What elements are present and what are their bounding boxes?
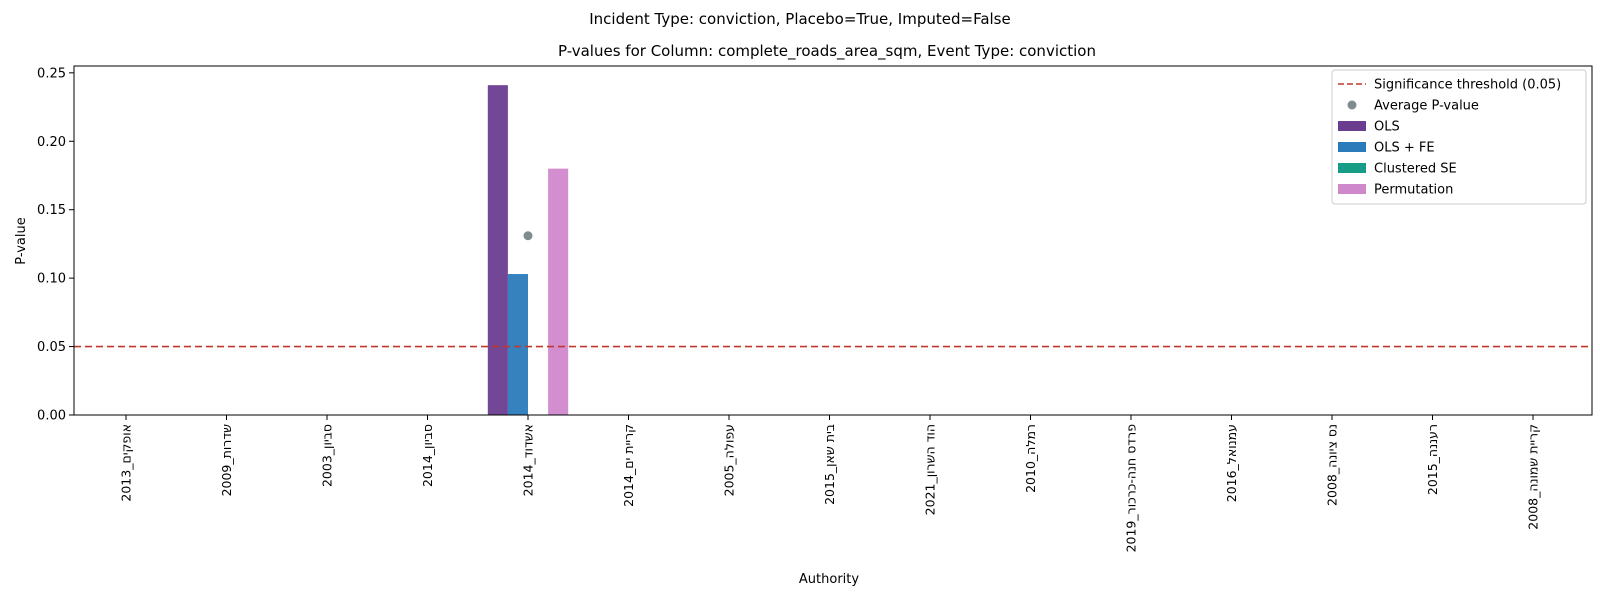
legend-label-clustered-se: Clustered SE (1374, 162, 1457, 177)
chart-title: P-values for Column: complete_roads_area… (558, 42, 1096, 61)
legend-swatch-ols (1338, 121, 1366, 131)
x-tick-label-6: עפולה_2005 (722, 424, 737, 496)
legend-swatch-permutation (1338, 184, 1366, 194)
legend-label-ols: OLS (1374, 120, 1400, 135)
y-axis: 0.00 0.05 0.10 0.15 0.20 0.25 (37, 66, 74, 424)
x-tick-label-2: סביון_2003 (320, 424, 335, 487)
x-tick-label-3: סביון_2014 (420, 424, 435, 487)
legend-label-significance-threshold-0-05: Significance threshold (0.05) (1374, 78, 1561, 93)
legend-swatch-clustered-se (1338, 163, 1366, 173)
x-axis: אופקים_2013 שדרות_2009 סביון_2003 סביון_201… (119, 415, 1541, 552)
bar-permutation-4 (548, 168, 569, 415)
x-tick-label-14: קריית שמונה_2008 (1526, 424, 1541, 530)
x-tick-label-12: נס ציונה_2008 (1325, 424, 1340, 506)
bar-ols-4 (487, 85, 508, 416)
y-tick-label-0: 0.00 (37, 409, 66, 424)
legend: Significance threshold (0.05) Average P-v… (1331, 69, 1587, 205)
legend-label-average-p-value: Average P-value (1374, 99, 1479, 114)
legend-label-ols-fe: OLS + FE (1374, 141, 1435, 156)
y-tick-label-1: 0.05 (37, 340, 66, 355)
plot-frame (73, 65, 1593, 416)
x-tick-label-10: פרדס חנה-כרכור_2019 (1124, 424, 1139, 553)
x-tick-label-0: אופקים_2013 (119, 424, 134, 502)
y-tick-label-4: 0.20 (37, 135, 66, 150)
legend-swatch-ols-fe (1338, 142, 1366, 152)
x-tick-label-13: רעננה_2015 (1425, 424, 1440, 495)
x-tick-label-11: עמנואל_2016 (1224, 424, 1239, 502)
figure-suptitle: Incident Type: conviction, Placebo=True,… (589, 10, 1010, 28)
x-axis-label: Authority (799, 572, 859, 587)
x-tick-label-5: קריית ים_2014 (621, 424, 636, 507)
x-tick-label-8: הוד השרון_2021 (923, 424, 938, 515)
y-axis-label: P-value (14, 217, 29, 264)
y-tick-label-2: 0.10 (37, 272, 66, 287)
legend-label-permutation: Permutation (1374, 183, 1453, 198)
average-point-4 (523, 231, 533, 241)
x-tick-label-4: אשדוד_2014 (521, 424, 536, 496)
y-tick-label-3: 0.15 (37, 203, 66, 218)
legend-swatch-average-p-value (1347, 100, 1357, 110)
bar-ols-fe-4 (507, 274, 528, 415)
x-tick-label-7: בית שאן_2015 (822, 424, 837, 505)
y-tick-label-5: 0.25 (37, 66, 66, 81)
x-tick-label-1: שדרות_2009 (219, 424, 234, 497)
x-tick-label-9: רמלה_2010 (1023, 424, 1038, 493)
plot-area (73, 65, 1593, 416)
legend-box (1331, 69, 1587, 205)
